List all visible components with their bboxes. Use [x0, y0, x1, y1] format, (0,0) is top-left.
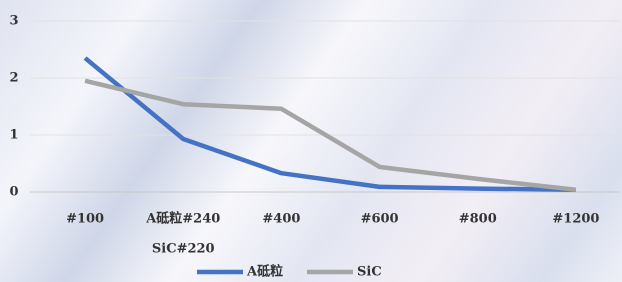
- x-tick-label: A砥粒#240: [145, 211, 220, 227]
- y-tick-label: 2: [9, 71, 18, 86]
- chart-container: 0 1 2 3 #100 A砥粒#240 SiC#220 #400 #600 #800 #1200 A…: [0, 0, 622, 282]
- y-tick-label: 1: [9, 128, 18, 143]
- chart: 0 1 2 3 #100 A砥粒#240 SiC#220 #400 #600 #800 #1200 A…: [0, 0, 622, 282]
- x-tick-label: #600: [361, 212, 399, 227]
- x-tick-label: #100: [66, 212, 104, 227]
- x-tick-label: SiC#220: [152, 242, 215, 257]
- x-tick-label: #400: [262, 212, 300, 227]
- legend-label: SiC: [357, 265, 382, 280]
- y-tick-label: 0: [9, 185, 18, 200]
- x-tick-label: #1200: [552, 212, 599, 227]
- y-tick-label: 3: [9, 14, 18, 29]
- legend-label: A砥粒: [246, 264, 283, 280]
- x-tick-label: #800: [459, 212, 497, 227]
